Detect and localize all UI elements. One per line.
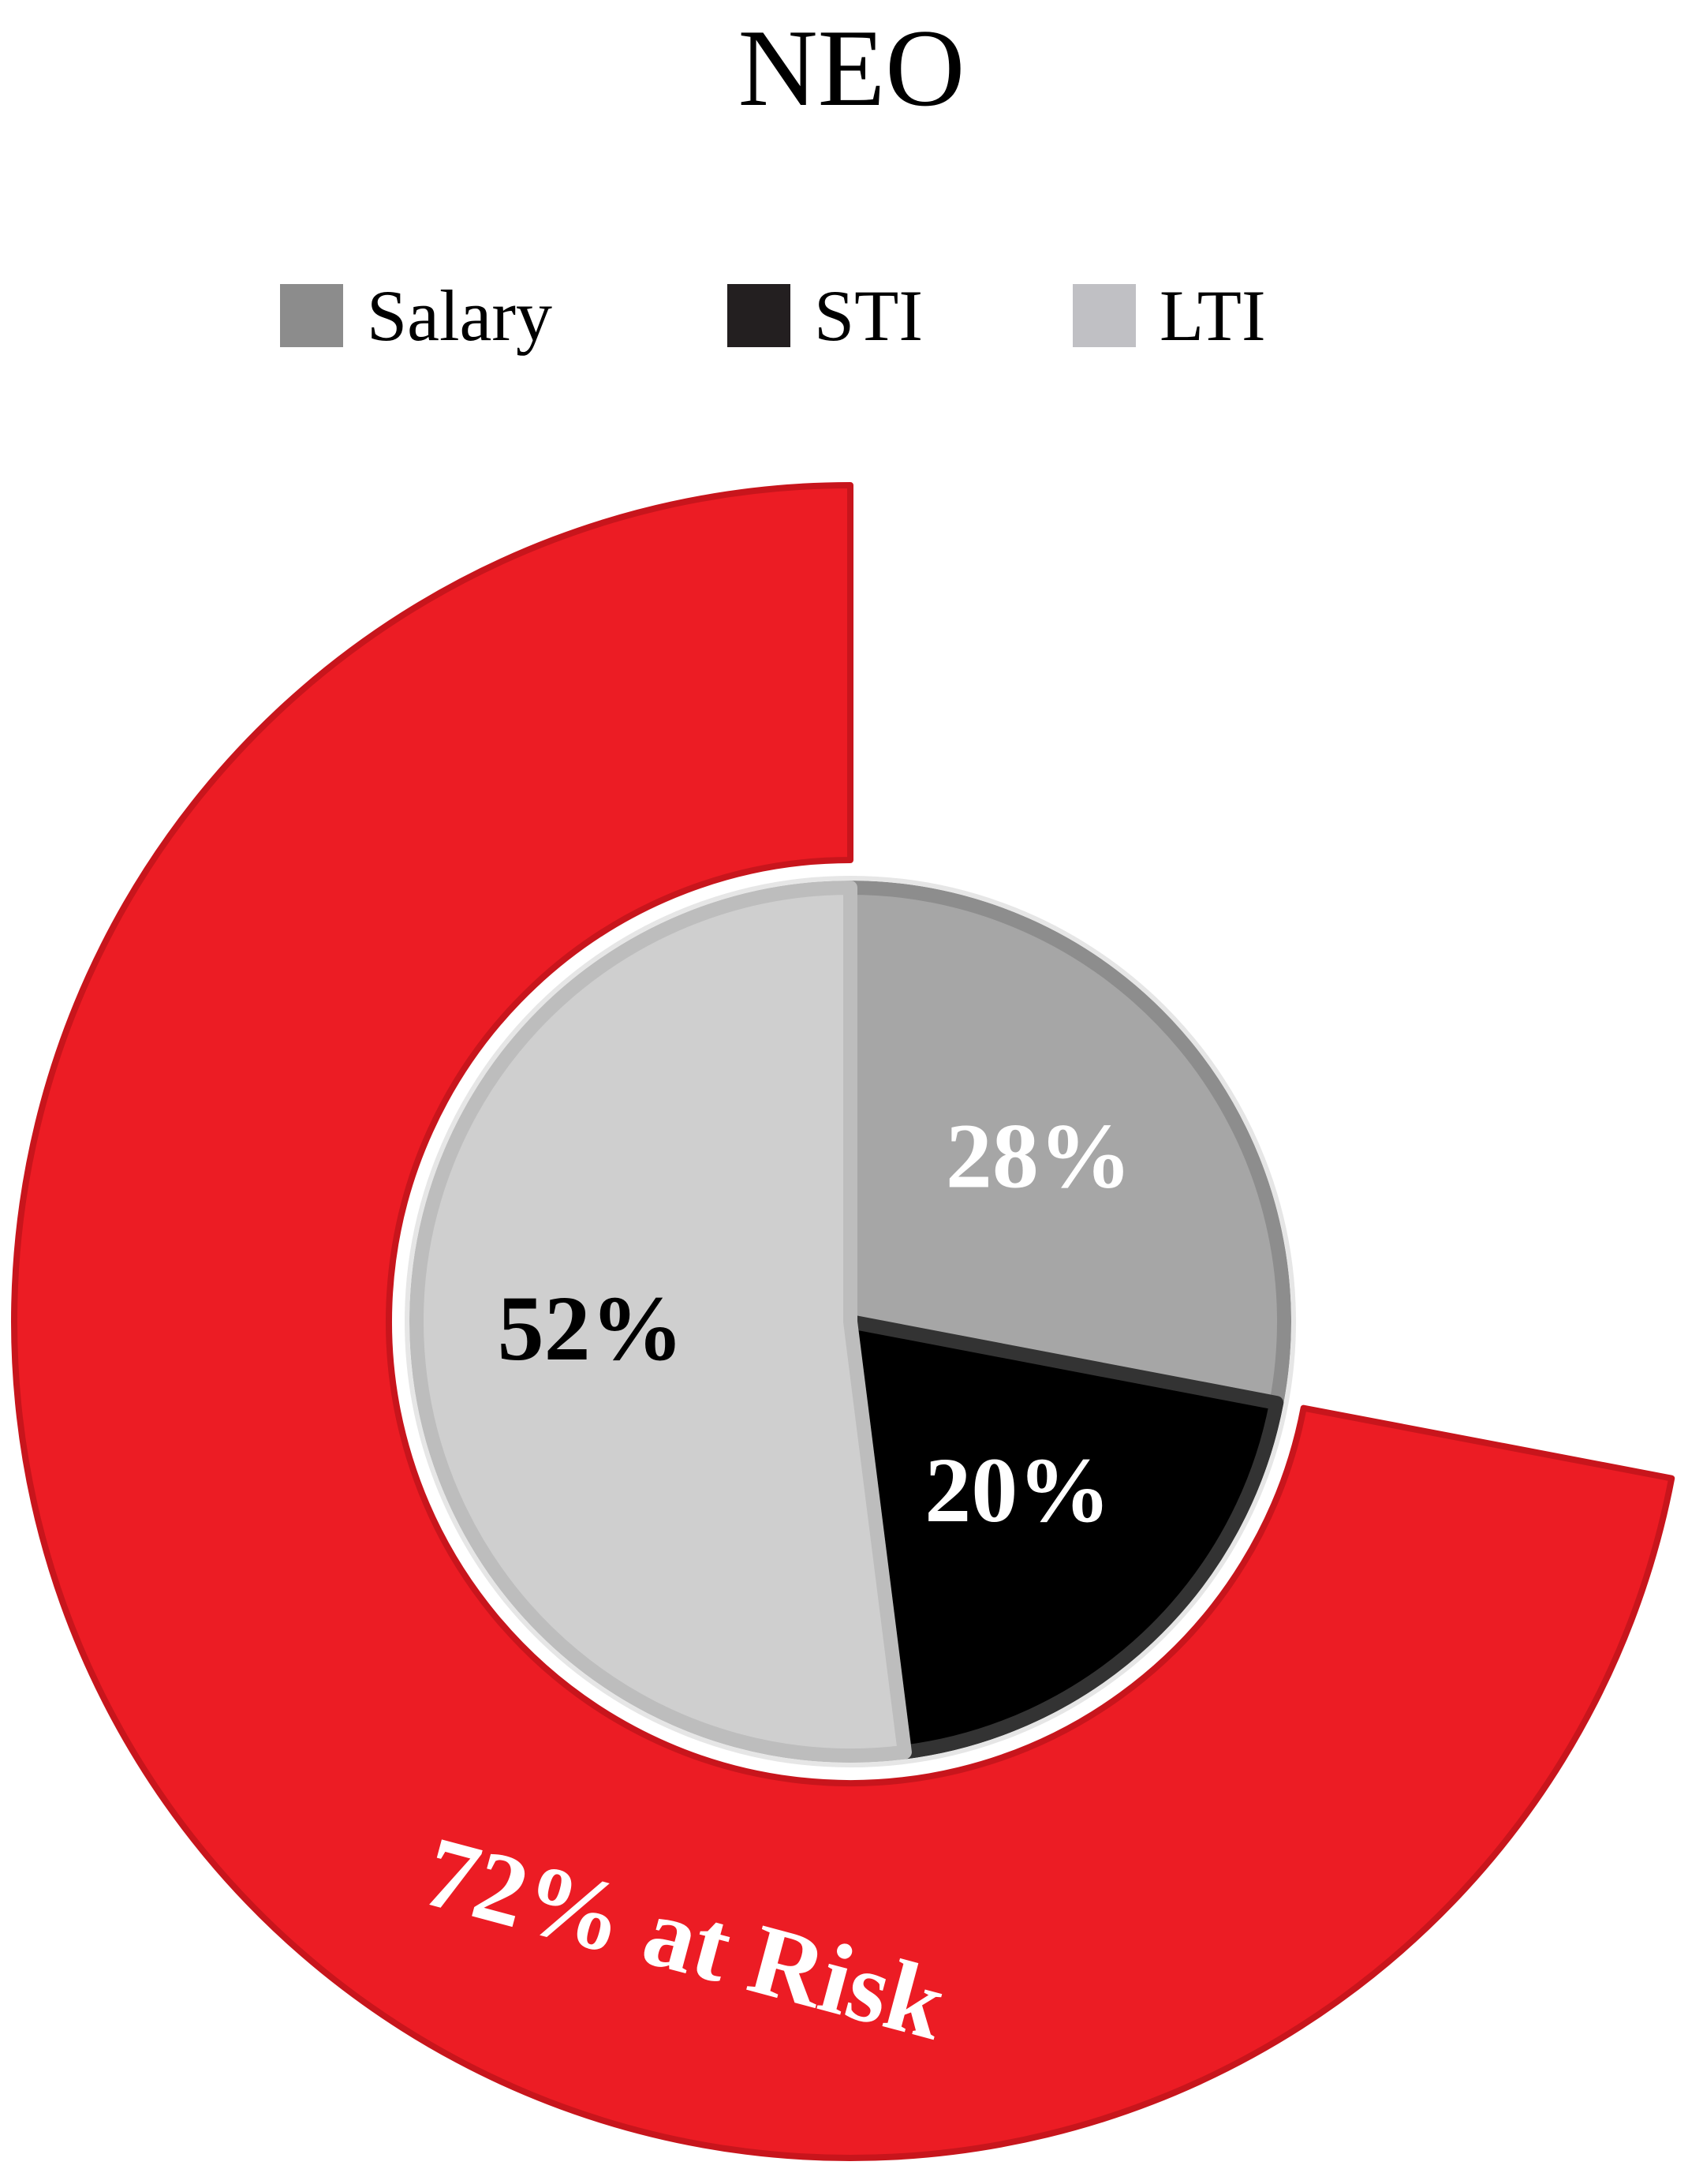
chart-title: NEO bbox=[738, 7, 965, 129]
at-risk-ring bbox=[11, 482, 1675, 2161]
legend-label-sti: STI bbox=[814, 275, 923, 356]
legend-item-sti: STI bbox=[727, 268, 923, 363]
legend-swatch-salary bbox=[280, 284, 343, 347]
legend-item-salary: Salary bbox=[280, 268, 552, 363]
pie-outline bbox=[405, 876, 1296, 1767]
legend: Salary STI LTI bbox=[0, 268, 1703, 363]
legend-swatch-lti bbox=[1073, 284, 1136, 347]
pie-slice-salary bbox=[843, 881, 1291, 1411]
slice-label-lti: 52% bbox=[498, 1277, 684, 1380]
slice-label-salary: 28% bbox=[946, 1104, 1132, 1207]
slice-label-sti: 20% bbox=[924, 1438, 1111, 1542]
pie-slice-lti bbox=[409, 881, 912, 1763]
legend-label-salary: Salary bbox=[367, 275, 553, 356]
legend-swatch-sti bbox=[727, 284, 790, 347]
legend-item-lti: LTI bbox=[1073, 268, 1266, 363]
pie-slice-sti bbox=[843, 1315, 1284, 1760]
legend-label-lti: LTI bbox=[1160, 275, 1266, 356]
